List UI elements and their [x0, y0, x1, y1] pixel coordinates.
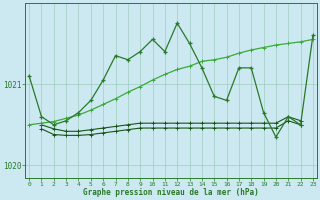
- X-axis label: Graphe pression niveau de la mer (hPa): Graphe pression niveau de la mer (hPa): [83, 188, 259, 197]
